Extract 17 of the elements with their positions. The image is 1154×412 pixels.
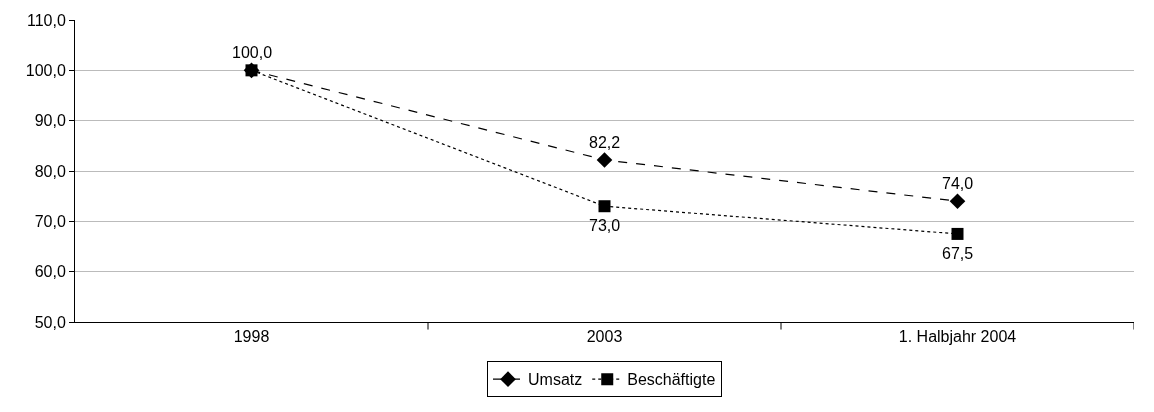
data-label: 82,2 (589, 134, 621, 151)
data-label: 73,0 (589, 217, 621, 234)
y-tick-label: 110,0 (26, 11, 66, 29)
x-tick-label: 1. Halbjahr 2004 (898, 328, 1017, 346)
y-tick-label: 70,0 (34, 212, 66, 230)
legend-label: Beschäftigte (627, 371, 716, 389)
legend-label: Umsatz (528, 371, 583, 389)
data-label: 67,5 (942, 245, 974, 262)
y-tick-label: 100,0 (25, 61, 66, 79)
x-tick-label: 2003 (586, 328, 623, 346)
data-label: 100,0 (232, 44, 273, 61)
data-label: 74,0 (942, 175, 974, 192)
y-tick-label: 60,0 (34, 263, 66, 281)
x-tick-label: 1998 (233, 328, 270, 346)
y-tick-label: 80,0 (34, 162, 66, 180)
y-tick-label: 90,0 (34, 112, 66, 130)
y-tick-label: 50,0 (34, 313, 66, 331)
